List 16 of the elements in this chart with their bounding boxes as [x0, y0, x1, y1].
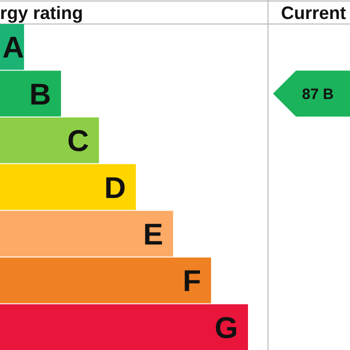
bar	[0, 304, 248, 350]
bar	[0, 210, 174, 257]
text: Current	[281, 3, 346, 23]
y-tick-label: B	[29, 78, 52, 112]
text: 87 B	[302, 86, 334, 103]
bar	[0, 70, 62, 116]
bar	[0, 258, 212, 304]
y-tick-label: E	[143, 218, 164, 252]
y-tick-label: F	[182, 265, 202, 298]
bar	[0, 164, 136, 210]
y-tick-label: C	[67, 125, 89, 158]
bar	[0, 117, 99, 164]
chart-title: rgy rating	[0, 3, 84, 23]
y-tick-label: D	[104, 172, 126, 205]
y-tick-label: G	[214, 312, 238, 345]
y-tick-label: A	[2, 32, 24, 65]
